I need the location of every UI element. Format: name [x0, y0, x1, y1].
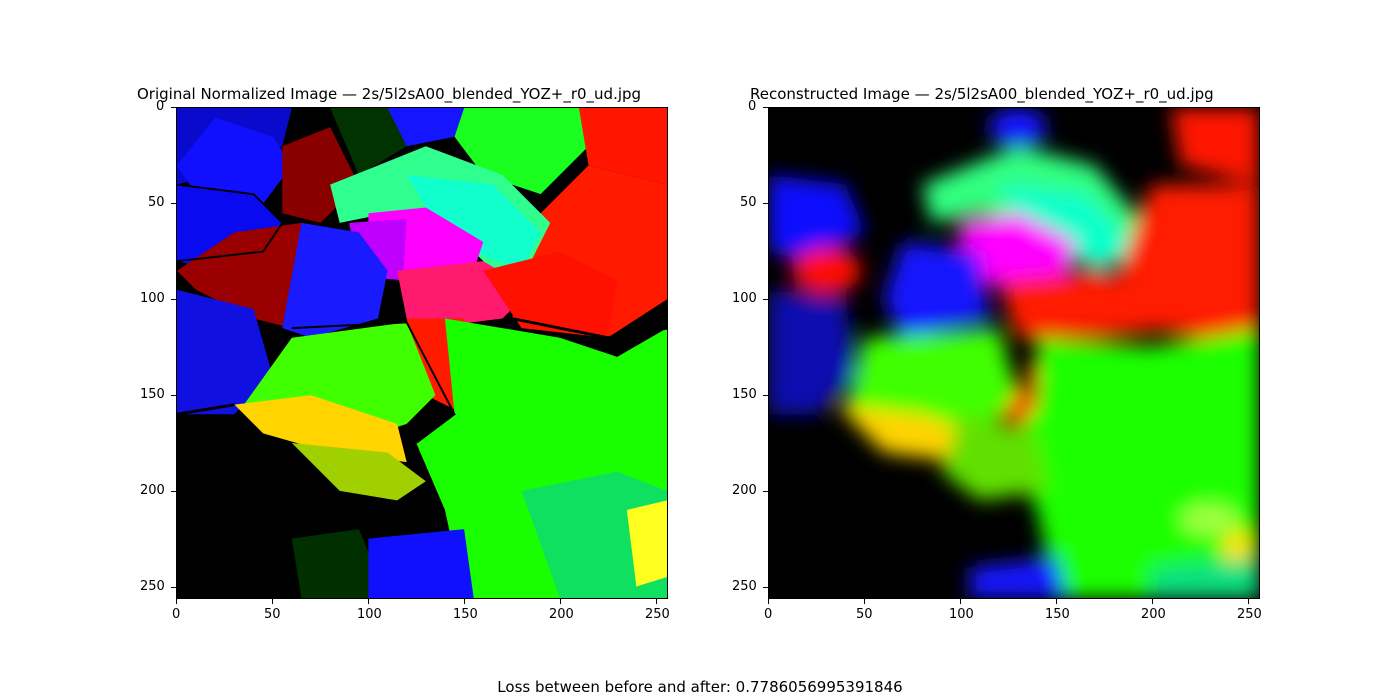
x-tick-label: 100	[357, 607, 382, 622]
x-tick-label: 200	[549, 607, 574, 622]
y-tick-label: 200	[140, 483, 165, 498]
left-panel-title: Original Normalized Image — 2s/5l2sA00_b…	[137, 85, 641, 103]
y-tick-label: 50	[148, 195, 165, 210]
x-tick-label: 50	[264, 607, 281, 622]
x-tick-label: 0	[172, 607, 180, 622]
y-tick-label: 250	[140, 579, 165, 594]
x-tick-label: 50	[856, 607, 873, 622]
y-tick-label: 50	[740, 195, 757, 210]
y-tick-label: 150	[732, 387, 757, 402]
right-panel-title: Reconstructed Image — 2s/5l2sA00_blended…	[750, 85, 1214, 103]
x-tick-label: 0	[764, 607, 772, 622]
reconstructed-image	[769, 108, 1259, 598]
right-image-axes	[768, 107, 1260, 599]
y-tick-label: 250	[732, 579, 757, 594]
x-tick-label: 200	[1141, 607, 1166, 622]
original-image	[177, 108, 667, 598]
y-tick-label: 200	[732, 483, 757, 498]
x-tick-label: 150	[1045, 607, 1070, 622]
loss-caption: Loss between before and after: 0.7786056…	[0, 678, 1400, 696]
x-tick-label: 150	[453, 607, 478, 622]
y-tick-label: 0	[156, 99, 164, 114]
left-image-axes	[176, 107, 668, 599]
y-tick-label: 0	[748, 99, 756, 114]
y-tick-label: 100	[732, 291, 757, 306]
y-tick-label: 100	[140, 291, 165, 306]
y-tick-label: 150	[140, 387, 165, 402]
x-tick-label: 100	[949, 607, 974, 622]
x-tick-label: 250	[645, 607, 670, 622]
x-tick-label: 250	[1237, 607, 1262, 622]
